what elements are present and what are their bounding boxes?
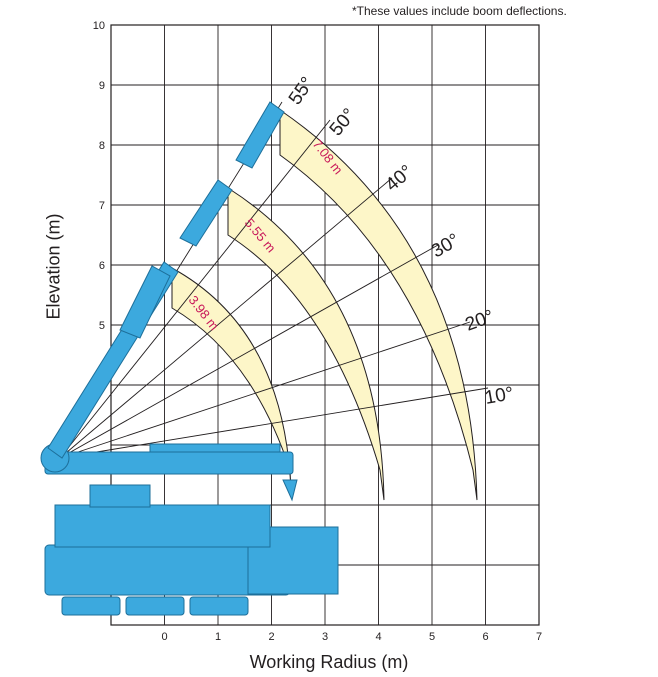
y-tick-label: 7 xyxy=(99,200,105,212)
boom-horizontal-top xyxy=(149,443,281,453)
ray-30 xyxy=(59,244,439,459)
x-tick-label: 1 xyxy=(215,631,221,643)
ray-50 xyxy=(59,119,331,459)
x-axis-ticks: 0 1 2 3 4 5 6 7 xyxy=(161,631,542,643)
y-tick-label: 9 xyxy=(99,80,105,92)
x-tick-label: 0 xyxy=(161,631,167,643)
envelope-7.08m xyxy=(279,109,478,501)
boom-3.98m-head xyxy=(119,265,171,339)
tool-tip xyxy=(282,479,298,502)
boom-7.08m-head xyxy=(235,101,285,169)
y-axis-title: Elevation (m) xyxy=(43,213,64,320)
track-pad-3 xyxy=(189,596,249,616)
y-tick-label: 5 xyxy=(99,320,105,332)
boom-horizontal xyxy=(44,451,294,475)
track-pad-1 xyxy=(61,596,121,616)
reach-envelopes xyxy=(171,109,478,501)
x-tick-label: 7 xyxy=(536,631,542,643)
machine xyxy=(40,101,339,616)
x-tick-label: 5 xyxy=(429,631,435,643)
y-tick-label: 6 xyxy=(99,260,105,272)
y-axis-ticks: 10 9 8 7 6 5 xyxy=(93,20,105,332)
x-tick-label: 4 xyxy=(375,631,381,643)
x-tick-label: 3 xyxy=(322,631,328,643)
deflection-note: *These values include boom deflections. xyxy=(352,4,567,18)
envelope-5.55m xyxy=(227,187,385,501)
angle-label-10: 10° xyxy=(483,383,515,409)
x-axis-title: Working Radius (m) xyxy=(249,652,409,672)
ray-20 xyxy=(59,321,471,459)
upper-body xyxy=(54,504,271,548)
ray-10 xyxy=(59,387,489,459)
ray-40 xyxy=(59,177,393,459)
x-tick-label: 6 xyxy=(482,631,488,643)
y-tick-label: 8 xyxy=(99,140,105,152)
x-tick-label: 2 xyxy=(268,631,274,643)
angle-rays xyxy=(59,101,489,459)
slewing-unit xyxy=(89,484,151,508)
y-tick-label: 10 xyxy=(93,20,105,32)
boom-5.55m-head xyxy=(179,179,233,247)
track-pad-2 xyxy=(125,596,185,616)
